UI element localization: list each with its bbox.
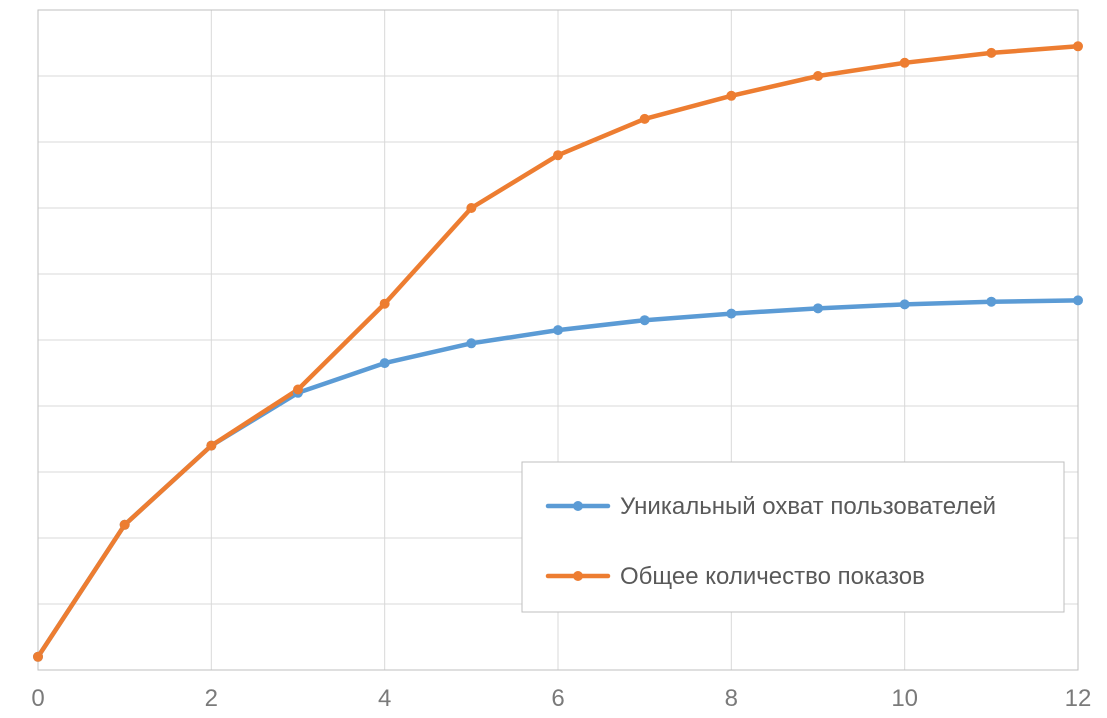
x-tick-label: 6 bbox=[551, 685, 564, 712]
marker-1 bbox=[726, 91, 736, 101]
marker-0 bbox=[380, 358, 390, 368]
marker-1 bbox=[293, 385, 303, 395]
marker-0 bbox=[726, 309, 736, 319]
marker-0 bbox=[553, 325, 563, 335]
marker-1 bbox=[466, 203, 476, 213]
marker-0 bbox=[1073, 295, 1083, 305]
marker-1 bbox=[33, 652, 43, 662]
legend-label: Общее количество показов bbox=[620, 563, 925, 590]
marker-1 bbox=[380, 299, 390, 309]
marker-1 bbox=[553, 150, 563, 160]
marker-0 bbox=[466, 338, 476, 348]
marker-0 bbox=[813, 303, 823, 313]
chart-svg: 0 2 4 6 8 10 12 Уникальный охват пользователей О… bbox=[0, 0, 1107, 718]
marker-1 bbox=[813, 71, 823, 81]
marker-1 bbox=[1073, 41, 1083, 51]
legend-swatch-marker bbox=[573, 501, 583, 511]
marker-1 bbox=[900, 58, 910, 68]
legend-label: Уникальный охват пользователей bbox=[620, 493, 996, 520]
x-tick-label: 2 bbox=[205, 685, 218, 712]
x-tick-label: 4 bbox=[378, 685, 391, 712]
marker-0 bbox=[900, 299, 910, 309]
marker-1 bbox=[640, 114, 650, 124]
legend: Уникальный охват пользователей Общее коли… bbox=[522, 462, 1064, 612]
legend-swatch-marker bbox=[573, 571, 583, 581]
x-tick-label: 12 bbox=[1065, 685, 1092, 712]
marker-0 bbox=[640, 315, 650, 325]
line-chart: 0 2 4 6 8 10 12 Уникальный охват пользователей О… bbox=[0, 0, 1107, 718]
marker-1 bbox=[986, 48, 996, 58]
marker-1 bbox=[206, 441, 216, 451]
x-tick-label: 0 bbox=[31, 685, 44, 712]
x-tick-label: 8 bbox=[725, 685, 738, 712]
marker-0 bbox=[986, 297, 996, 307]
x-tick-label: 10 bbox=[891, 685, 918, 712]
marker-1 bbox=[120, 520, 130, 530]
